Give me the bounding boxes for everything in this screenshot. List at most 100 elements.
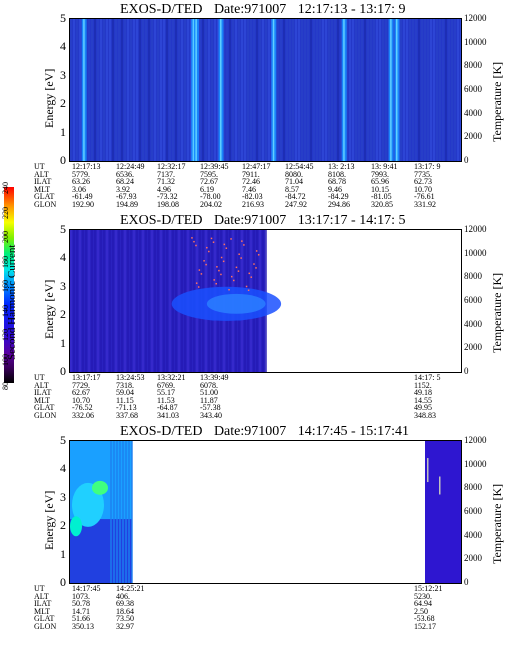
heatmap-stripe <box>352 19 354 161</box>
heatmap-stripe <box>139 230 141 372</box>
orbit-row-label: UT <box>34 584 45 593</box>
heatmap-band-core <box>195 19 197 161</box>
heatmap-stripe <box>109 19 111 161</box>
heatmap-stripe <box>238 19 240 161</box>
y-tick-label: 2 <box>60 96 66 111</box>
heatmap-dot <box>241 240 243 242</box>
heatmap-dot <box>250 276 253 278</box>
orbit-value: 320.85 <box>371 199 393 209</box>
heatmap-stripe <box>125 441 127 583</box>
heatmap-stripe <box>448 19 450 161</box>
heatmap-dot <box>213 279 215 281</box>
heatmap-dot <box>243 244 245 246</box>
heatmap-stripe <box>142 230 144 372</box>
heatmap-dot <box>235 266 238 269</box>
y-tick-label: 2 <box>60 518 66 533</box>
orbit-value: 11.53 <box>157 395 175 405</box>
orbit-value: 13:24:53 <box>116 373 145 382</box>
heatmap-stripe <box>331 19 333 161</box>
heatmap-dot <box>255 250 258 252</box>
heatmap-stripe <box>262 19 264 161</box>
heatmap-dot <box>205 263 207 266</box>
heatmap-stripe <box>265 19 267 161</box>
heatmap-stripe <box>367 19 369 161</box>
orbit-row-label: MLT <box>34 395 51 405</box>
heatmap-stripe <box>115 19 117 161</box>
heatmap-stripe <box>133 19 135 161</box>
orbit-value: 13:39:49 <box>200 373 229 382</box>
y2-tick-label: 12000 <box>464 224 487 234</box>
orbit-value: 350.13 <box>72 621 94 631</box>
y2-tick-label: 12000 <box>464 435 487 445</box>
heatmap-stripe <box>322 19 324 161</box>
orbit-value: 71.32 <box>157 177 175 187</box>
heatmap-stripe <box>454 19 456 161</box>
panel-3-spectrogram <box>69 440 462 584</box>
orbit-value: -76.61 <box>414 192 435 202</box>
orbit-value: 341.03 <box>157 410 179 420</box>
orbit-value: 5230. <box>414 591 432 601</box>
orbit-value: -84.29 <box>328 192 349 202</box>
heatmap-stripe <box>130 230 132 372</box>
heatmap-stripe <box>145 19 147 161</box>
y2-tick-label: 10000 <box>464 36 487 47</box>
panel-2-title-instrument: EXOS-D/TED <box>120 213 203 228</box>
orbit-row-ut: UT 13:17:17 13:24:53 13:32:21 13:39:49 14:17:… <box>0 374 505 382</box>
orbit-row-label: ALT <box>34 169 49 179</box>
orbit-value: 14:17: 5 <box>414 373 441 382</box>
y-tick-label: 2 <box>60 307 66 322</box>
heatmap-stripe <box>406 19 408 161</box>
orbit-value: 73.50 <box>116 614 134 624</box>
orbit-value: -78.00 <box>200 192 221 202</box>
orbit-value: 7137. <box>157 169 175 179</box>
heatmap-stripe <box>427 19 429 161</box>
heatmap-stripe <box>110 441 112 583</box>
y-tick-label: 4 <box>60 461 66 476</box>
heatmap-stripe <box>118 19 120 161</box>
heatmap-stripe <box>283 19 285 161</box>
orbit-value: -73.32 <box>157 192 178 202</box>
temperature-trace <box>439 476 441 495</box>
heatmap-dot <box>203 260 205 262</box>
panel-2-title: EXOS-D/TED Date:971007 13:17:17 - 14:17:… <box>120 213 414 229</box>
heatmap-stripe <box>121 19 123 161</box>
heatmap-band-core <box>192 19 195 161</box>
orbit-row-label: MLT <box>34 184 51 194</box>
orbit-value: 11.15 <box>116 395 134 405</box>
y-tick-label: 3 <box>60 67 66 82</box>
heatmap-dot <box>230 238 232 240</box>
orbit-value: 337.68 <box>116 410 138 420</box>
orbit-value: 14.71 <box>72 606 90 616</box>
heatmap-stripe <box>112 19 114 161</box>
heatmap-stripe <box>229 19 231 161</box>
heatmap-stripe <box>250 19 252 161</box>
heatmap-stripe <box>154 230 156 372</box>
heatmap-band-core <box>343 19 345 161</box>
y-axis-label: Energy [eV] <box>42 279 56 339</box>
heatmap-stripe <box>226 19 228 161</box>
orbit-row-label: UT <box>34 162 45 171</box>
orbit-value: 8080. <box>285 169 303 179</box>
heatmap-stripe <box>121 230 123 372</box>
heatmap-stripe <box>113 441 115 583</box>
heatmap-stripe <box>199 19 201 161</box>
heatmap-stripe <box>169 19 171 161</box>
heatmap-stripe <box>73 230 75 372</box>
orbit-value: 13: 9:41 <box>371 162 398 171</box>
orbit-row-label: ILAT <box>34 599 52 609</box>
panel-1-title-date: Date:971007 <box>213 2 287 17</box>
orbit-value: 331.92 <box>414 199 436 209</box>
heatmap-stripe <box>409 19 411 161</box>
panel-2-title-date: Date:971007 <box>213 213 287 228</box>
heatmap-stripe <box>301 19 303 161</box>
y-tick-label: 5 <box>60 222 66 236</box>
panel-3-title-range: 14:17:45 - 15:17:41 <box>297 424 409 439</box>
heatmap-dot <box>257 254 260 256</box>
heatmap-stripe <box>361 19 363 161</box>
orbit-value: 12:47:17 <box>242 162 271 171</box>
y2-tick-label: 2000 <box>464 342 482 353</box>
orbit-row-label: GLAT <box>34 192 55 202</box>
y2-tick-label: 2000 <box>464 131 482 142</box>
orbit-row-glat: GLAT -76.52 -71.13 -64.87 -57.38 49.95 <box>0 404 505 412</box>
heatmap-stripe <box>313 19 315 161</box>
